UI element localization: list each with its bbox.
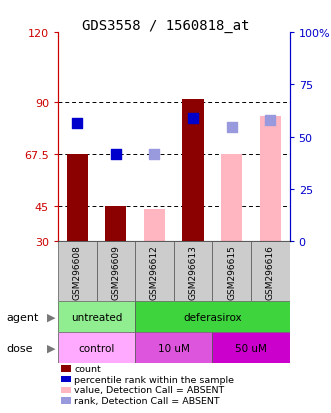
Text: GSM296615: GSM296615 — [227, 244, 236, 299]
Text: GSM296616: GSM296616 — [266, 244, 275, 299]
Point — [74, 120, 80, 127]
Text: untreated: untreated — [71, 312, 122, 322]
Text: 50 uM: 50 uM — [235, 343, 267, 353]
Bar — [251, 242, 290, 301]
Text: dose: dose — [7, 343, 33, 353]
Point — [190, 116, 196, 122]
Text: GSM296612: GSM296612 — [150, 244, 159, 299]
Text: GDS3558 / 1560818_at: GDS3558 / 1560818_at — [82, 19, 249, 33]
Text: GSM296609: GSM296609 — [111, 244, 120, 299]
Text: ▶: ▶ — [47, 343, 56, 353]
Bar — [260, 116, 281, 242]
Bar — [58, 242, 97, 301]
Bar — [174, 242, 213, 301]
Text: control: control — [78, 343, 115, 353]
Text: 10 uM: 10 uM — [158, 343, 190, 353]
Text: agent: agent — [7, 312, 39, 322]
Bar — [135, 242, 174, 301]
Text: percentile rank within the sample: percentile rank within the sample — [74, 375, 234, 384]
Point — [229, 125, 234, 131]
Text: rank, Detection Call = ABSENT: rank, Detection Call = ABSENT — [74, 396, 220, 405]
Bar — [144, 209, 165, 242]
Text: GSM296608: GSM296608 — [73, 244, 82, 299]
Bar — [221, 155, 242, 242]
Bar — [105, 207, 126, 242]
Bar — [135, 332, 213, 363]
Bar — [213, 332, 290, 363]
Bar — [58, 301, 135, 332]
Text: ▶: ▶ — [47, 312, 56, 322]
Point — [268, 118, 273, 124]
Bar — [97, 242, 135, 301]
Point — [152, 152, 157, 158]
Text: GSM296613: GSM296613 — [189, 244, 198, 299]
Bar — [58, 332, 135, 363]
Bar — [182, 100, 204, 242]
Bar — [213, 242, 251, 301]
Bar — [67, 155, 88, 242]
Point — [113, 152, 118, 158]
Text: count: count — [74, 364, 101, 373]
Text: value, Detection Call = ABSENT: value, Detection Call = ABSENT — [74, 385, 225, 394]
Bar — [135, 301, 290, 332]
Text: deferasirox: deferasirox — [183, 312, 242, 322]
